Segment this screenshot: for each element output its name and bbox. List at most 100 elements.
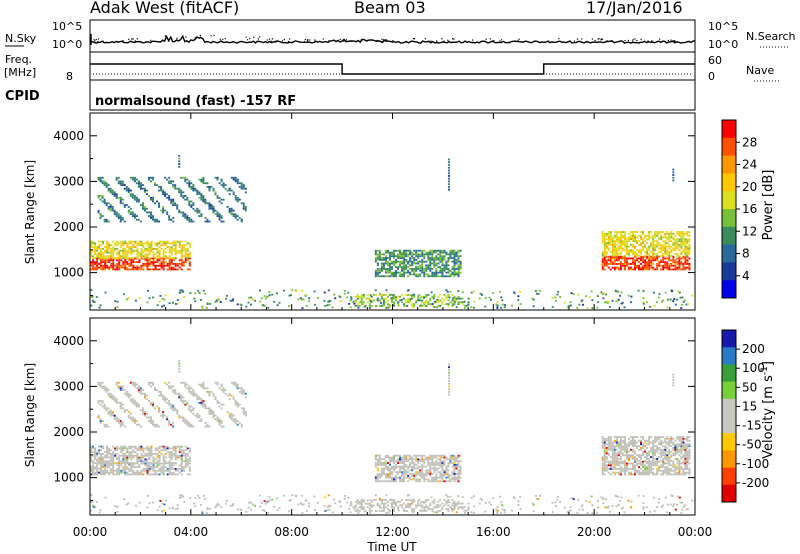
power-cell <box>601 259 604 262</box>
power-cell <box>106 251 109 254</box>
velocity-cell <box>120 464 123 467</box>
power-cell <box>98 306 101 309</box>
power-cell <box>140 249 143 252</box>
velocity-cell <box>112 451 115 453</box>
velocity-cell <box>617 462 620 465</box>
power-cell <box>147 215 150 217</box>
velocity-cell <box>650 436 653 438</box>
power-cell <box>95 296 98 298</box>
power-cell <box>664 251 667 253</box>
power-cell <box>390 301 393 304</box>
power-cell <box>106 240 109 243</box>
velocity-cell <box>208 411 211 413</box>
power-cell <box>158 268 161 271</box>
power-cell <box>369 294 372 297</box>
velocity-cell <box>615 443 618 446</box>
velocity-cell <box>234 385 237 388</box>
power-cell <box>425 294 428 296</box>
velocity-cell <box>96 471 99 474</box>
velocity-cell <box>109 414 112 417</box>
noise-search-point <box>518 38 520 40</box>
velocity-cell <box>218 421 221 424</box>
power-cell <box>447 185 450 188</box>
power-cell <box>405 271 408 274</box>
velocity-cell <box>603 450 606 453</box>
velocity-cell <box>119 420 122 422</box>
power-cell <box>186 257 189 259</box>
velocity-cell <box>441 460 444 463</box>
power-cell <box>94 268 97 271</box>
velocity-cell <box>188 466 191 469</box>
power-cell <box>656 264 659 267</box>
velocity-cell <box>611 468 614 470</box>
power-cell <box>372 294 375 296</box>
velocity-cell <box>380 471 383 474</box>
power-cell <box>605 247 608 250</box>
velocity-cell <box>654 439 657 442</box>
power-cell <box>619 247 622 250</box>
power-cell <box>686 261 689 264</box>
power-cell <box>609 251 612 253</box>
power-cell <box>174 185 177 188</box>
velocity-cell <box>453 467 456 470</box>
power-cell <box>124 268 127 271</box>
velocity-cell <box>170 466 173 469</box>
power-cell <box>109 204 112 207</box>
velocity-cell <box>429 473 432 475</box>
date-title: 17/Jan/2016 <box>586 0 683 17</box>
velocity-cell <box>137 387 140 390</box>
power-cell <box>92 266 95 269</box>
velocity-cell <box>648 466 651 469</box>
velocity-cell <box>160 469 163 472</box>
velocity-cell <box>393 465 396 468</box>
power-cell <box>654 236 657 239</box>
power-cell <box>147 289 150 292</box>
power-cell <box>147 211 150 214</box>
power-cell <box>613 254 616 257</box>
velocity-cell <box>140 456 143 459</box>
velocity-cell <box>139 387 142 390</box>
velocity-cell <box>105 390 108 393</box>
velocity-cell <box>126 471 129 474</box>
velocity-cell <box>236 401 239 404</box>
velocity-cell <box>666 441 669 444</box>
power-cell <box>646 247 649 250</box>
velocity-cell <box>148 456 151 459</box>
noise-search-label: N.Search <box>746 30 796 43</box>
velocity-cell <box>386 467 389 470</box>
noise-search-point <box>266 39 268 41</box>
power-cell <box>409 273 412 276</box>
power-cell <box>421 268 424 270</box>
velocity-cell <box>413 478 416 481</box>
power-cell <box>375 305 378 307</box>
power-cell <box>437 295 440 298</box>
power-cell <box>178 244 181 247</box>
velocity-cell <box>222 387 225 390</box>
power-cell <box>613 236 616 239</box>
velocity-cell <box>124 454 127 457</box>
noise-search-point <box>378 40 380 42</box>
velocity-cell <box>625 454 628 457</box>
velocity-cell <box>134 445 137 448</box>
velocity-cell <box>427 460 430 463</box>
power-cell <box>127 189 130 192</box>
power-cell <box>132 249 135 252</box>
power-cell <box>451 260 454 263</box>
velocity-cell <box>135 383 138 386</box>
velocity-cell <box>142 469 145 472</box>
velocity-cell <box>168 464 171 467</box>
noise-search-point <box>136 38 138 40</box>
power-cell <box>607 257 610 260</box>
velocity-cell <box>120 471 123 474</box>
velocity-cell <box>172 471 175 474</box>
power-cell <box>401 260 404 263</box>
velocity-cell <box>240 407 243 410</box>
velocity-cell <box>664 456 667 458</box>
power-cell <box>615 249 618 252</box>
velocity-cell <box>409 463 412 466</box>
power-cell <box>409 294 412 296</box>
velocity-cell <box>104 462 107 464</box>
velocity-cell <box>443 469 446 472</box>
power-cell <box>429 269 432 272</box>
velocity-cell <box>174 407 177 410</box>
